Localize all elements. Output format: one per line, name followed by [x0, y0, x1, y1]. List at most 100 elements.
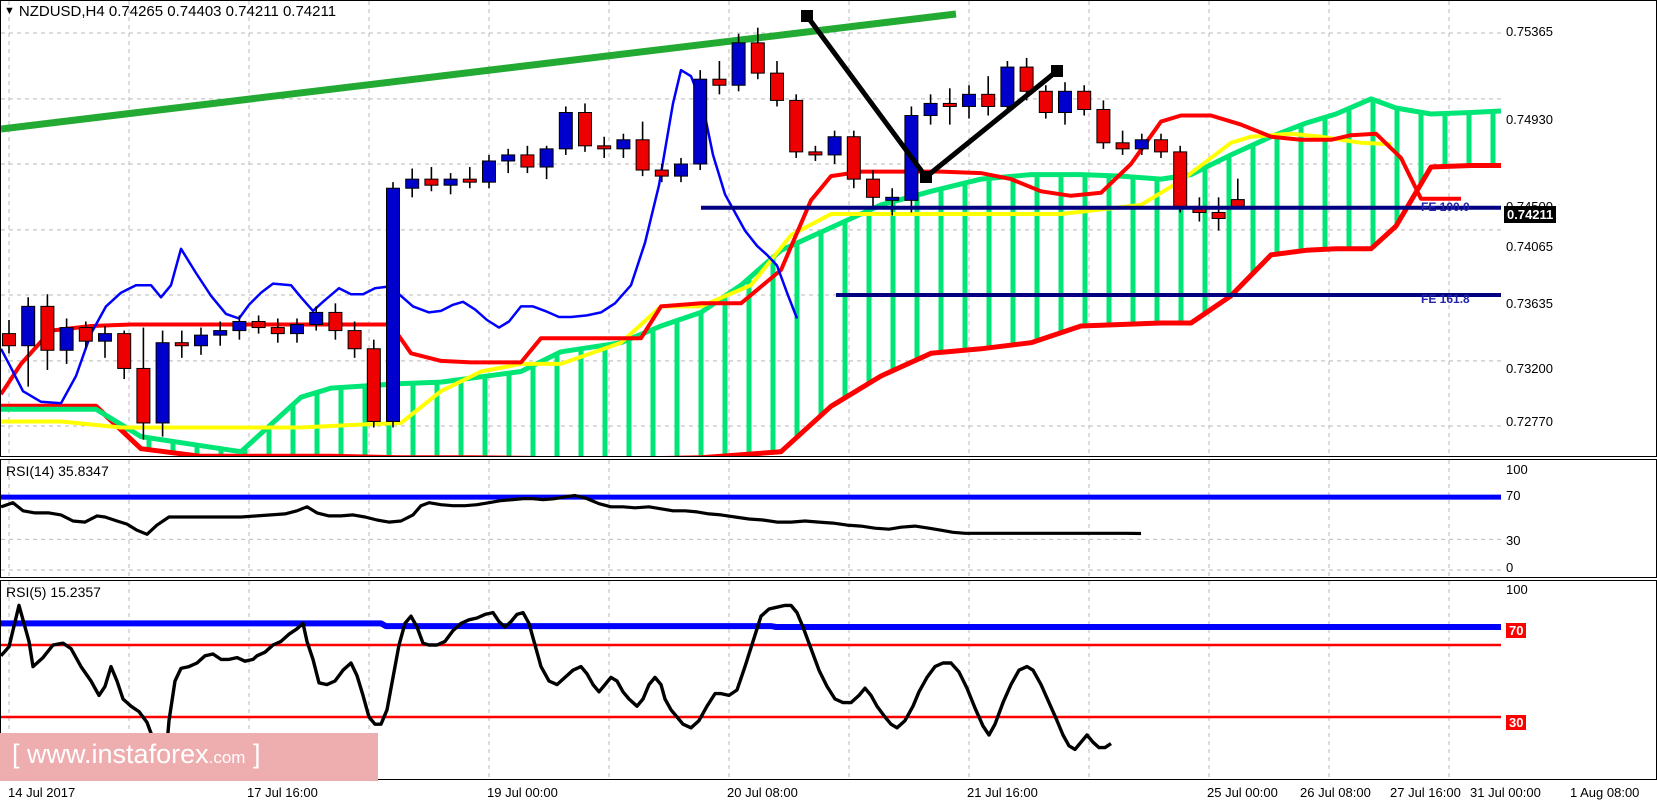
candle-body[interactable]	[386, 187, 400, 422]
candle-body[interactable]	[885, 196, 900, 201]
rsi14-plot-area[interactable]	[1, 460, 1501, 577]
x-axis[interactable]: 14 Jul 2017 17 Jul 16:00 19 Jul 00:00 20 Ju…	[0, 781, 1639, 811]
candle-body[interactable]	[750, 42, 765, 74]
rsi5-axis-labels[interactable]: 100 70 30	[1500, 580, 1657, 780]
candle-body[interactable]	[136, 367, 151, 424]
price-plot-area[interactable]	[1, 1, 1501, 456]
candle-body[interactable]	[98, 333, 112, 342]
x-tick-label: 21 Jul 16:00	[967, 785, 1038, 800]
grid-lines	[1, 1, 1501, 456]
current-price-tag: 0.74211	[1504, 206, 1557, 223]
candle-body[interactable]	[1019, 66, 1034, 92]
candle-body[interactable]	[1154, 139, 1168, 153]
candle-body[interactable]	[770, 72, 784, 101]
x-tick-label: 26 Jul 08:00	[1300, 785, 1371, 800]
candle-body[interactable]	[1115, 142, 1130, 150]
candle-body[interactable]	[616, 139, 631, 150]
rsi5-label: RSI(5) 15.2357	[6, 584, 101, 600]
candle-body[interactable]	[923, 102, 938, 117]
candle-body[interactable]	[59, 327, 74, 351]
watermark-tld: .com	[208, 748, 246, 767]
candle-body[interactable]	[78, 327, 93, 342]
candle-body[interactable]	[1211, 211, 1226, 220]
rsi14-label: RSI(14) 35.8347	[6, 463, 109, 479]
rsi14-axis-labels[interactable]: 100 70 30 0	[1500, 459, 1657, 578]
x-tick-label: 14 Jul 2017	[8, 785, 76, 800]
candle-body[interactable]	[654, 169, 669, 177]
x-tick-label: 20 Jul 08:00	[727, 785, 798, 800]
candlestick-series[interactable]	[2, 27, 1245, 440]
rsi14-tick-70: 70	[1506, 488, 1521, 503]
candle-body[interactable]	[597, 145, 612, 150]
candle-body[interactable]	[1173, 151, 1188, 207]
candle-body[interactable]	[174, 342, 189, 347]
candle-body[interactable]	[155, 342, 170, 424]
candle-body[interactable]	[789, 99, 804, 153]
candle-body[interactable]	[558, 112, 573, 150]
candle-body[interactable]	[846, 136, 861, 180]
candle-body[interactable]	[1096, 108, 1111, 144]
candle-body[interactable]	[290, 324, 304, 335]
candle-body[interactable]	[1134, 139, 1149, 150]
candle-body[interactable]	[1058, 90, 1072, 114]
candle-body[interactable]	[21, 305, 36, 347]
candle-body[interactable]	[539, 148, 554, 168]
chart-symbol-ohlc: NZDUSD,H4 0.74265 0.74403 0.74211 0.7421…	[18, 3, 337, 20]
candle-body[interactable]	[251, 321, 266, 329]
candle-body[interactable]	[40, 305, 55, 351]
candle-body[interactable]	[482, 160, 496, 183]
chart-header: ▼ NZDUSD,H4 0.74265 0.74403 0.74211 0.742…	[4, 3, 336, 20]
candle-body[interactable]	[866, 178, 880, 198]
price-axis-labels[interactable]: 0.75365 0.74930 0.74500 0.74211 0.74065 …	[1500, 0, 1657, 811]
candle-body[interactable]	[347, 330, 362, 350]
candle-body[interactable]	[194, 334, 208, 347]
rsi5-plot-area[interactable]	[1, 581, 1501, 779]
candle-body[interactable]	[674, 163, 688, 177]
candle-body[interactable]	[962, 93, 976, 107]
x-tick-label: 1 Aug 08:00	[1570, 785, 1640, 800]
candle-body[interactable]	[309, 311, 324, 326]
candle-body[interactable]	[1038, 90, 1053, 114]
candle-body[interactable]	[501, 154, 516, 162]
candle-body[interactable]	[405, 178, 420, 189]
rsi14-line	[1, 493, 1142, 536]
candle-body[interactable]	[731, 42, 746, 86]
senkou-span-b-line	[1, 163, 1501, 456]
rsi5-tick-30: 30	[1506, 715, 1527, 730]
tenkan-sen-line	[1, 113, 1461, 396]
zigzag-node[interactable]	[920, 171, 932, 183]
rsi5-blue-level-line	[1, 620, 1501, 630]
rsi14-panel[interactable]	[0, 459, 1657, 578]
candle-body[interactable]	[2, 333, 16, 347]
candle-body[interactable]	[808, 151, 823, 156]
candle-body[interactable]	[942, 102, 957, 107]
candle-body[interactable]	[1000, 66, 1015, 107]
candle-body[interactable]	[462, 178, 477, 183]
candle-body[interactable]	[424, 178, 439, 186]
candle-body[interactable]	[520, 154, 535, 168]
zigzag-node[interactable]	[1051, 65, 1063, 77]
candle-body[interactable]	[693, 78, 708, 165]
candle-body[interactable]	[270, 327, 285, 335]
candle-body[interactable]	[443, 178, 458, 186]
rsi14-tick-100: 100	[1506, 462, 1528, 477]
candle-body[interactable]	[712, 78, 727, 86]
x-tick-label: 17 Jul 16:00	[247, 785, 318, 800]
zigzag-node[interactable]	[801, 10, 813, 22]
price-chart-panel[interactable]	[0, 0, 1657, 457]
candle-body[interactable]	[981, 93, 996, 107]
rsi5-tick-100: 100	[1506, 582, 1528, 597]
candle-body[interactable]	[1077, 90, 1092, 110]
candle-body[interactable]	[232, 321, 247, 332]
rsi14-tick-30: 30	[1506, 533, 1521, 548]
candle-body[interactable]	[366, 348, 381, 422]
triangle-down-icon[interactable]: ▼	[4, 5, 15, 17]
x-tick-label: 25 Jul 00:00	[1207, 785, 1278, 800]
candle-body[interactable]	[578, 112, 592, 147]
candle-body[interactable]	[635, 139, 650, 171]
candle-body[interactable]	[328, 311, 343, 332]
candle-body[interactable]	[213, 330, 228, 336]
fe-100-label: FE 100.0	[1421, 200, 1470, 214]
candle-body[interactable]	[117, 333, 132, 369]
candle-body[interactable]	[827, 136, 842, 156]
